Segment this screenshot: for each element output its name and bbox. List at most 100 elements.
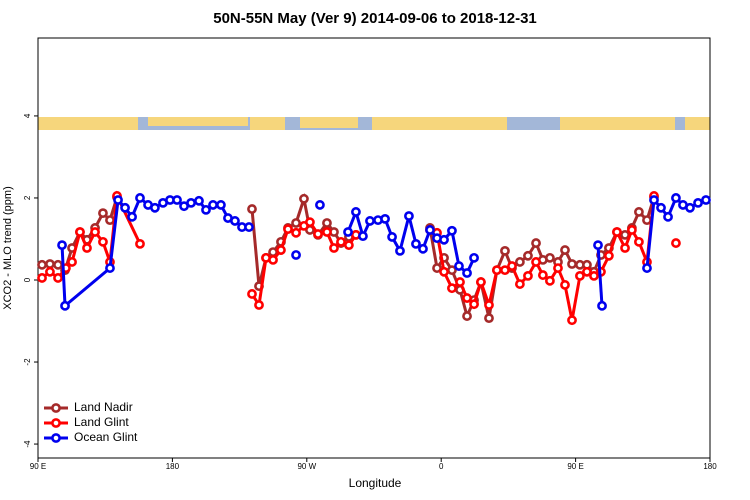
data-point [589, 270, 599, 281]
plot-frame [37, 37, 711, 459]
x-tick-label: 180 [703, 462, 717, 471]
data-point [344, 240, 354, 251]
data-point [620, 243, 630, 253]
data-point [439, 266, 449, 277]
data-point [531, 257, 541, 267]
data-point [425, 225, 435, 235]
data-point [531, 238, 541, 248]
data-point [37, 273, 47, 283]
data-point [247, 204, 257, 214]
data-point [418, 243, 428, 254]
data-point [649, 195, 659, 205]
data-point [216, 200, 226, 210]
data-point [135, 238, 145, 249]
data-point [626, 225, 637, 235]
data-point [53, 273, 63, 283]
legend-marker [51, 403, 61, 413]
data-point [98, 236, 108, 247]
data-point [462, 311, 472, 321]
data-point [75, 227, 85, 237]
data-point [395, 245, 405, 256]
x-tick-label: 180 [166, 462, 180, 471]
data-point [351, 207, 361, 217]
data-point [336, 236, 346, 247]
data-point [523, 270, 533, 281]
data-point [365, 216, 375, 226]
data-point [291, 250, 301, 260]
data-point [45, 259, 55, 269]
data-point [604, 250, 614, 261]
data-point [462, 268, 472, 278]
y-tick-label: 4 [23, 113, 32, 118]
data-point [291, 227, 301, 238]
y-tick-label: -2 [23, 358, 32, 366]
data-point [454, 261, 464, 271]
data-point [254, 300, 264, 310]
data-point [313, 229, 323, 239]
chart-title: 50N-55N May (Ver 9) 2014-09-06 to 2018-1… [213, 10, 537, 27]
data-point [514, 257, 525, 267]
data-point [582, 266, 592, 277]
x-axis-label: Longitude [349, 476, 402, 490]
y-tick-label: 2 [23, 195, 32, 200]
data-point [404, 211, 414, 221]
x-tick-label: 90 W [297, 462, 316, 471]
data-point [135, 193, 145, 203]
data-point [701, 195, 711, 205]
data-point [545, 275, 555, 286]
data-point [597, 300, 607, 311]
land-ocean-strip [38, 117, 710, 130]
x-tick-label: 90 E [30, 462, 46, 471]
data-point [545, 252, 555, 263]
series-line [645, 195, 707, 269]
data-point [500, 245, 510, 256]
data-point [194, 195, 204, 206]
data-point [329, 243, 339, 253]
data-point [322, 227, 332, 237]
data-point [105, 215, 115, 226]
data-point [476, 277, 486, 287]
data-point [462, 293, 472, 303]
data-point [201, 204, 211, 215]
data-point [492, 265, 502, 276]
data-point [127, 211, 137, 222]
data-point [484, 313, 494, 324]
data-point [120, 202, 130, 213]
data-point [358, 231, 368, 242]
data-point [53, 259, 63, 270]
data-point [113, 195, 123, 205]
data-point [432, 263, 442, 273]
data-point [447, 283, 457, 294]
data-point [523, 250, 533, 261]
data-point [663, 211, 673, 222]
data-point [656, 202, 666, 213]
legend-marker [51, 418, 61, 428]
legend-marker [51, 433, 61, 443]
data-point [642, 263, 652, 273]
data-point [98, 208, 108, 219]
legend-label: Land Nadir [74, 400, 133, 414]
data-point [315, 200, 325, 210]
data-point [567, 315, 577, 326]
data-point [283, 224, 293, 235]
data-point [455, 277, 465, 287]
data-point [380, 213, 390, 224]
y-tick-label: -4 [23, 440, 32, 448]
data-point [57, 240, 67, 251]
data-point [567, 259, 577, 269]
data-point [247, 289, 257, 299]
data-point [500, 265, 510, 276]
data-point [150, 202, 160, 213]
data-point [90, 227, 100, 237]
data-point [671, 193, 681, 203]
data-point [230, 216, 240, 226]
data-point [593, 240, 603, 251]
data-point [268, 254, 278, 265]
legend-label: Land Glint [74, 415, 129, 429]
data-point [469, 299, 479, 310]
legend-label: Ocean Glint [74, 430, 138, 444]
data-point [343, 227, 353, 237]
y-tick-label: 0 [23, 277, 32, 282]
